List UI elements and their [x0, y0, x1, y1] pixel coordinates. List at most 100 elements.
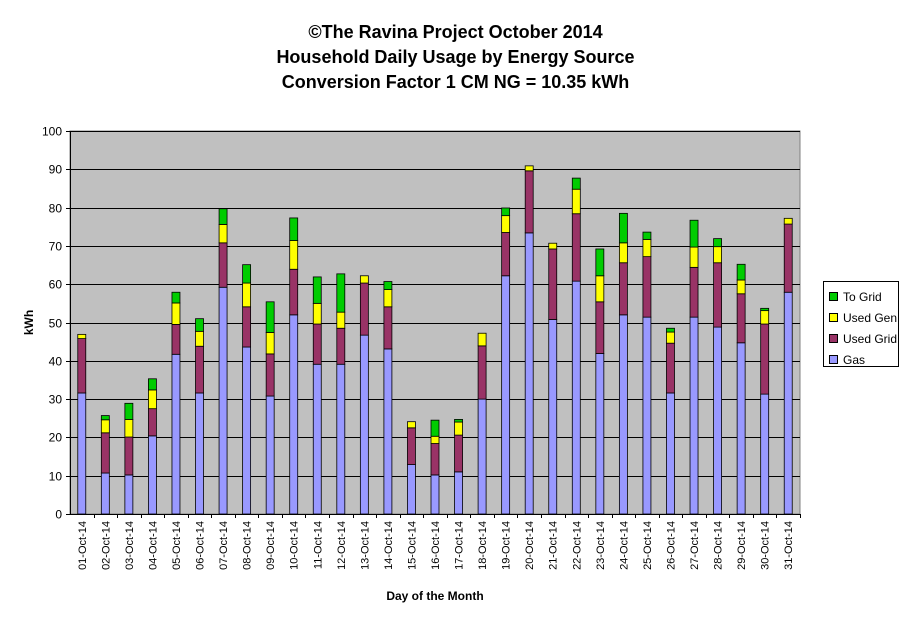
bar-gas — [524, 232, 534, 515]
bar-gas — [124, 474, 134, 515]
bar-gas — [218, 286, 228, 515]
x-tick-label: 22-Oct-14 — [571, 521, 583, 570]
y-tick-label: 90 — [49, 163, 63, 177]
bar-used-gen — [571, 188, 581, 215]
x-axis-title: Day of the Month — [386, 589, 483, 603]
bar-used-grid — [760, 323, 770, 395]
y-tick-label: 30 — [49, 393, 63, 407]
x-tick-label: 21-Oct-14 — [548, 521, 560, 570]
bar-to-grid — [312, 276, 322, 304]
chart-title-line-3: Conversion Factor 1 CM NG = 10.35 kWh — [281, 72, 630, 92]
bar-used-gen — [148, 389, 157, 410]
x-tick-label: 06-Oct-14 — [195, 521, 207, 570]
y-tick-label: 40 — [49, 355, 63, 369]
bar-to-grid — [336, 273, 346, 313]
bar-to-grid — [430, 419, 440, 437]
y-axis-title: kWh — [22, 310, 36, 335]
bar-used-grid — [666, 342, 675, 394]
x-tick-label: 31-Oct-14 — [783, 521, 795, 570]
bar-used-gen — [760, 310, 770, 325]
bar-used-gen — [548, 242, 558, 250]
bar-used-grid — [289, 268, 299, 316]
bar-used-gen — [430, 435, 440, 444]
x-tick-label: 26-Oct-14 — [665, 521, 677, 570]
bar-to-grid — [454, 418, 463, 423]
bar-used-gen — [336, 311, 346, 329]
bar-used-gen — [618, 242, 628, 264]
bar-used-grid — [171, 324, 181, 355]
bar-gas — [195, 392, 204, 515]
bar-gas — [689, 316, 699, 515]
bar-used-grid — [713, 262, 722, 328]
bar-used-gen — [713, 246, 722, 264]
legend-swatch-to-grid — [829, 292, 838, 301]
bar-used-gen — [218, 224, 228, 244]
bar-to-grid — [571, 177, 581, 190]
bar-gas — [171, 353, 181, 515]
bar-gas — [760, 393, 770, 515]
y-tick-label: 60 — [49, 278, 63, 292]
x-tick-label: 08-Oct-14 — [242, 521, 254, 570]
bar-used-grid — [100, 432, 110, 474]
bar-used-grid — [430, 443, 440, 476]
bar-used-gen — [195, 330, 204, 347]
x-tick-label: 04-Oct-14 — [147, 521, 159, 570]
bar-to-grid — [148, 378, 157, 391]
x-tick-label: 16-Oct-14 — [430, 521, 442, 570]
bar-used-grid — [407, 427, 416, 465]
bar-used-gen — [595, 275, 605, 303]
bar-used-gen — [289, 240, 299, 270]
y-tick-label: 70 — [49, 240, 63, 254]
bar-used-grid — [548, 248, 558, 320]
x-tick-label: 09-Oct-14 — [265, 521, 277, 570]
x-tick-label: 05-Oct-14 — [171, 521, 183, 570]
x-tick-label: 25-Oct-14 — [642, 521, 654, 570]
legend-item-used-gen: Used Gen — [829, 307, 898, 328]
bar-gas — [618, 314, 628, 515]
bar-used-gen — [454, 421, 463, 436]
bar-to-grid — [383, 281, 393, 290]
bar-gas — [454, 471, 463, 515]
bar-gas — [666, 392, 675, 515]
bar-gas — [100, 472, 110, 515]
legend-label-gas: Gas — [843, 352, 866, 367]
x-tick-label: 13-Oct-14 — [359, 521, 371, 570]
bar-to-grid — [713, 238, 722, 248]
bar-to-grid — [618, 212, 628, 244]
legend-item-used-grid: Used Grid — [829, 328, 898, 349]
bar-used-grid — [454, 434, 463, 473]
bar-gas — [336, 363, 346, 515]
bar-gas — [783, 291, 793, 515]
x-tick-label: 19-Oct-14 — [501, 521, 513, 570]
bar-used-gen — [736, 279, 746, 295]
x-tick-label: 30-Oct-14 — [760, 521, 772, 570]
bar-used-grid — [524, 170, 534, 234]
x-tick-label: 02-Oct-14 — [100, 521, 112, 570]
bar-used-grid — [736, 293, 746, 344]
bar-used-grid — [359, 282, 369, 336]
bar-to-grid — [242, 264, 252, 284]
x-tick-label: 01-Oct-14 — [77, 521, 89, 570]
x-tick-label: 03-Oct-14 — [124, 521, 136, 570]
bar-used-gen — [265, 332, 275, 355]
bar-gas — [383, 348, 393, 515]
legend-swatch-used-gen — [829, 313, 838, 322]
bar-used-gen — [783, 217, 793, 225]
x-tick-label: 07-Oct-14 — [218, 521, 230, 570]
x-tick-label: 17-Oct-14 — [454, 521, 466, 570]
bar-to-grid — [501, 207, 511, 217]
bar-gas — [242, 346, 252, 515]
x-tick-label: 18-Oct-14 — [477, 521, 489, 570]
bar-to-grid — [289, 217, 299, 241]
bar-used-gen — [524, 165, 534, 172]
bar-gas — [407, 464, 416, 515]
bar-used-gen — [689, 246, 699, 268]
bar-used-grid — [689, 266, 699, 318]
bar-gas — [571, 280, 581, 515]
bar-used-grid — [265, 353, 275, 397]
x-tick-label: 28-Oct-14 — [713, 521, 725, 570]
legend-swatch-gas — [829, 355, 838, 364]
bar-to-grid — [760, 307, 770, 312]
bar-gas — [736, 342, 746, 515]
bar-to-grid — [666, 327, 675, 333]
